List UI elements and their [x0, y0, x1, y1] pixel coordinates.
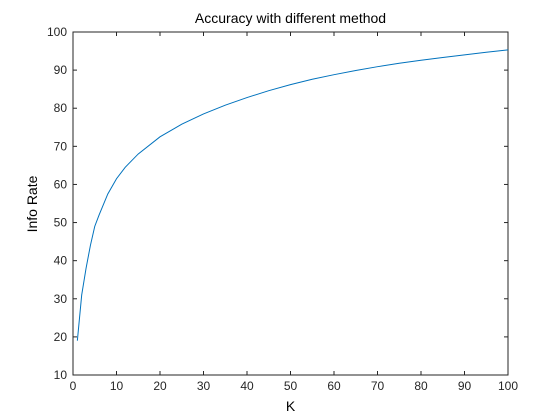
- y-tick-label: 40: [54, 254, 68, 268]
- x-tick-label: 40: [240, 379, 254, 393]
- x-tick-label: 60: [327, 379, 341, 393]
- y-axis-label: Info Rate: [24, 175, 40, 233]
- y-tick-label: 10: [54, 368, 68, 382]
- tick-labels: 0 10 20 30 40 50 60 70 80 90 100102030405060708090…: [47, 25, 518, 393]
- x-tick-label: 10: [110, 379, 124, 393]
- y-tick-label: 50: [54, 216, 68, 230]
- y-tick-label: 20: [54, 330, 68, 344]
- x-tick-label: 100: [498, 379, 518, 393]
- x-tick-label: 80: [414, 379, 428, 393]
- axes-box: [72, 31, 509, 376]
- x-axis-label: K: [285, 398, 296, 414]
- y-tick-label: 70: [54, 139, 68, 153]
- y-tick-label: 60: [54, 177, 68, 191]
- y-tick-label: 100: [47, 25, 67, 39]
- chart-title: Accuracy with different method: [194, 10, 387, 26]
- x-tick-label: 70: [371, 379, 385, 393]
- x-tick-label: 20: [153, 379, 167, 393]
- x-tick-label: 30: [197, 379, 211, 393]
- axes-frame: [72, 31, 509, 376]
- y-tick-label: 80: [54, 101, 68, 115]
- series-group: [76, 49, 509, 341]
- y-tick-label: 90: [54, 63, 68, 77]
- y-tick-label: 30: [54, 292, 68, 306]
- x-tick-label: 0: [70, 379, 77, 393]
- tick-marks: [72, 31, 509, 376]
- x-tick-label: 90: [458, 379, 472, 393]
- x-tick-label: 50: [284, 379, 298, 393]
- series-line-0: [76, 49, 509, 341]
